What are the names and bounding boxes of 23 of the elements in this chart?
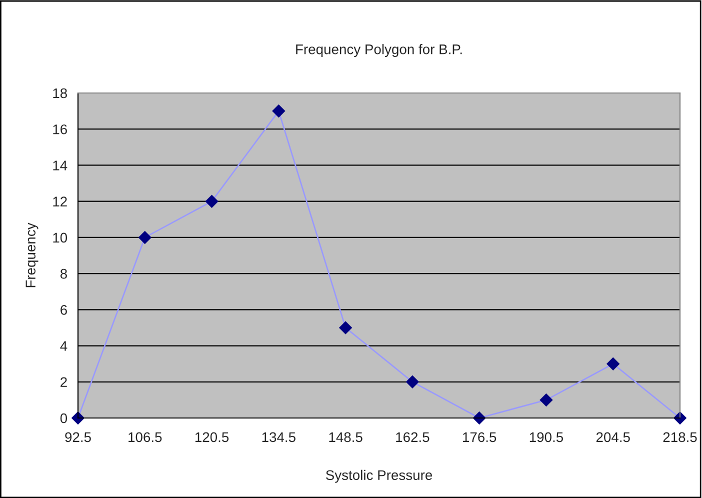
- x-tick-label: 190.5: [530, 432, 564, 442]
- y-tick-label: 14: [53, 160, 68, 170]
- x-axis-title: Systolic Pressure: [326, 470, 432, 483]
- x-tick-label: 148.5: [329, 432, 362, 442]
- y-tick-label: 8: [60, 268, 67, 279]
- x-tick-label: 218.5: [663, 432, 697, 442]
- x-tick-label: 134.5: [262, 432, 296, 442]
- x-tick-label: 92.5: [65, 432, 91, 442]
- y-tick-label: 12: [53, 196, 67, 206]
- y-tick-label: 0: [60, 413, 68, 424]
- chart-title: Frequency Polygon for B.P.: [296, 44, 462, 57]
- y-tick-label: 4: [60, 341, 68, 351]
- x-tick-label: 204.5: [596, 432, 630, 442]
- y-tick-label: 18: [53, 88, 67, 98]
- x-tick-label: 120.5: [195, 432, 229, 442]
- y-axis-title: Frequency: [26, 222, 38, 288]
- x-tick-label: 176.5: [463, 432, 496, 442]
- y-tick-label: 16: [53, 124, 67, 134]
- y-tick-label: 2: [60, 377, 67, 387]
- x-tick-label: 106.5: [128, 432, 162, 442]
- y-tick-label: 6: [60, 305, 67, 315]
- x-tick-label: 162.5: [396, 432, 430, 442]
- y-tick-label: 10: [53, 232, 68, 243]
